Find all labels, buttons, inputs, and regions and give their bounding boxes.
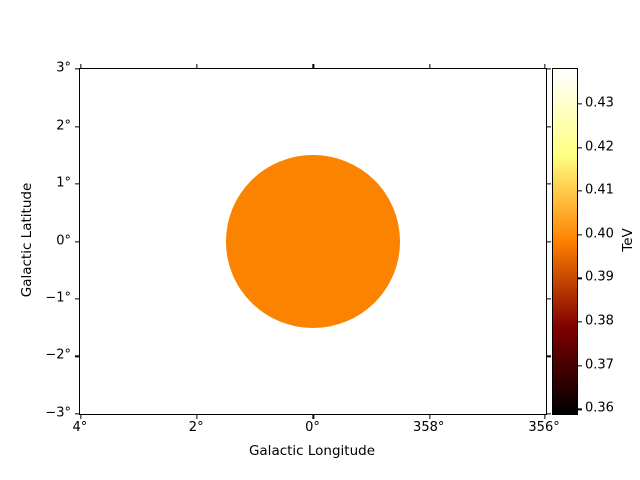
- tick-mark: [547, 183, 552, 185]
- tick-mark: [80, 63, 82, 68]
- x-tick-label: 356°: [528, 420, 560, 435]
- tick-mark: [547, 413, 552, 415]
- tick-mark: [74, 183, 79, 185]
- y-tick-label: −3°: [45, 405, 71, 421]
- x-tick-labels: 4° 2° 0° 358° 356°: [73, 420, 560, 437]
- tick-mark: [74, 355, 79, 358]
- colorbar-tick-label: 0.39: [585, 269, 614, 285]
- colorbar-tick-labels: 0.43 0.42 0.41 0.40 0.39 0.38 0.37 0.36: [585, 68, 633, 416]
- tick-mark: [578, 234, 583, 236]
- tick-mark: [80, 415, 82, 420]
- tick-mark: [544, 415, 546, 420]
- plot-area: [74, 63, 552, 420]
- colorbar-tick-label: 0.42: [585, 139, 614, 155]
- tick-mark: [74, 413, 79, 415]
- y-axis-ticks-left: [74, 68, 79, 415]
- colorbar-ticks: [578, 69, 583, 414]
- x-tick-label: 0°: [305, 420, 320, 435]
- tick-mark: [578, 146, 583, 149]
- colorbar-label: TeV: [620, 228, 636, 252]
- y-tick-label: 1°: [56, 175, 71, 191]
- tick-mark: [547, 125, 552, 128]
- x-tick-label: 358°: [413, 420, 445, 435]
- x-tick-label: 2°: [188, 420, 204, 435]
- tick-mark: [429, 415, 431, 420]
- y-axis-label: Galactic Latitude: [19, 182, 35, 298]
- colorbar-tick-label: 0.40: [585, 226, 614, 242]
- x-axis-label: Galactic Longitude: [248, 443, 376, 459]
- tick-mark: [196, 63, 198, 68]
- tick-mark: [74, 125, 79, 128]
- tick-mark: [74, 68, 79, 70]
- colorbar-tick-label: 0.38: [585, 313, 614, 329]
- y-tick-label: 0°: [56, 233, 71, 248]
- x-axis-ticks-top: [80, 63, 546, 68]
- tick-mark: [547, 355, 552, 358]
- tick-mark: [578, 190, 583, 192]
- tick-mark: [547, 68, 552, 70]
- colorbar-tick-label: 0.43: [585, 95, 614, 111]
- x-axis-ticks-bottom: [80, 415, 546, 420]
- y-tick-label: −1°: [45, 290, 71, 306]
- tick-mark: [578, 277, 583, 280]
- tick-mark: [312, 63, 315, 68]
- y-axis-ticks-right: [547, 68, 552, 415]
- tick-mark: [547, 298, 552, 300]
- tick-mark: [429, 63, 431, 68]
- colorbar-tick-label: 0.41: [585, 182, 614, 198]
- colorbar-tick-label: 0.37: [585, 357, 614, 373]
- tick-mark: [196, 415, 198, 420]
- tick-mark: [74, 298, 79, 300]
- tick-mark: [547, 240, 552, 243]
- tick-mark: [578, 103, 583, 105]
- y-tick-label: 3°: [56, 60, 71, 76]
- tick-mark: [312, 415, 315, 420]
- y-tick-labels: 3° 2° 1° 0° −1° −2° −3°: [0, 61, 71, 421]
- sky-map-disk: [226, 155, 400, 328]
- colorbar: [552, 68, 583, 415]
- colorbar-tick-label: 0.36: [585, 400, 614, 416]
- y-tick-label: −2°: [45, 347, 71, 363]
- tick-mark: [544, 63, 546, 68]
- x-tick-label: 4°: [72, 420, 88, 435]
- tick-mark: [578, 364, 583, 367]
- y-tick-label: 2°: [56, 118, 71, 133]
- tick-mark: [578, 408, 583, 410]
- tick-mark: [74, 240, 79, 243]
- tick-mark: [578, 321, 583, 323]
